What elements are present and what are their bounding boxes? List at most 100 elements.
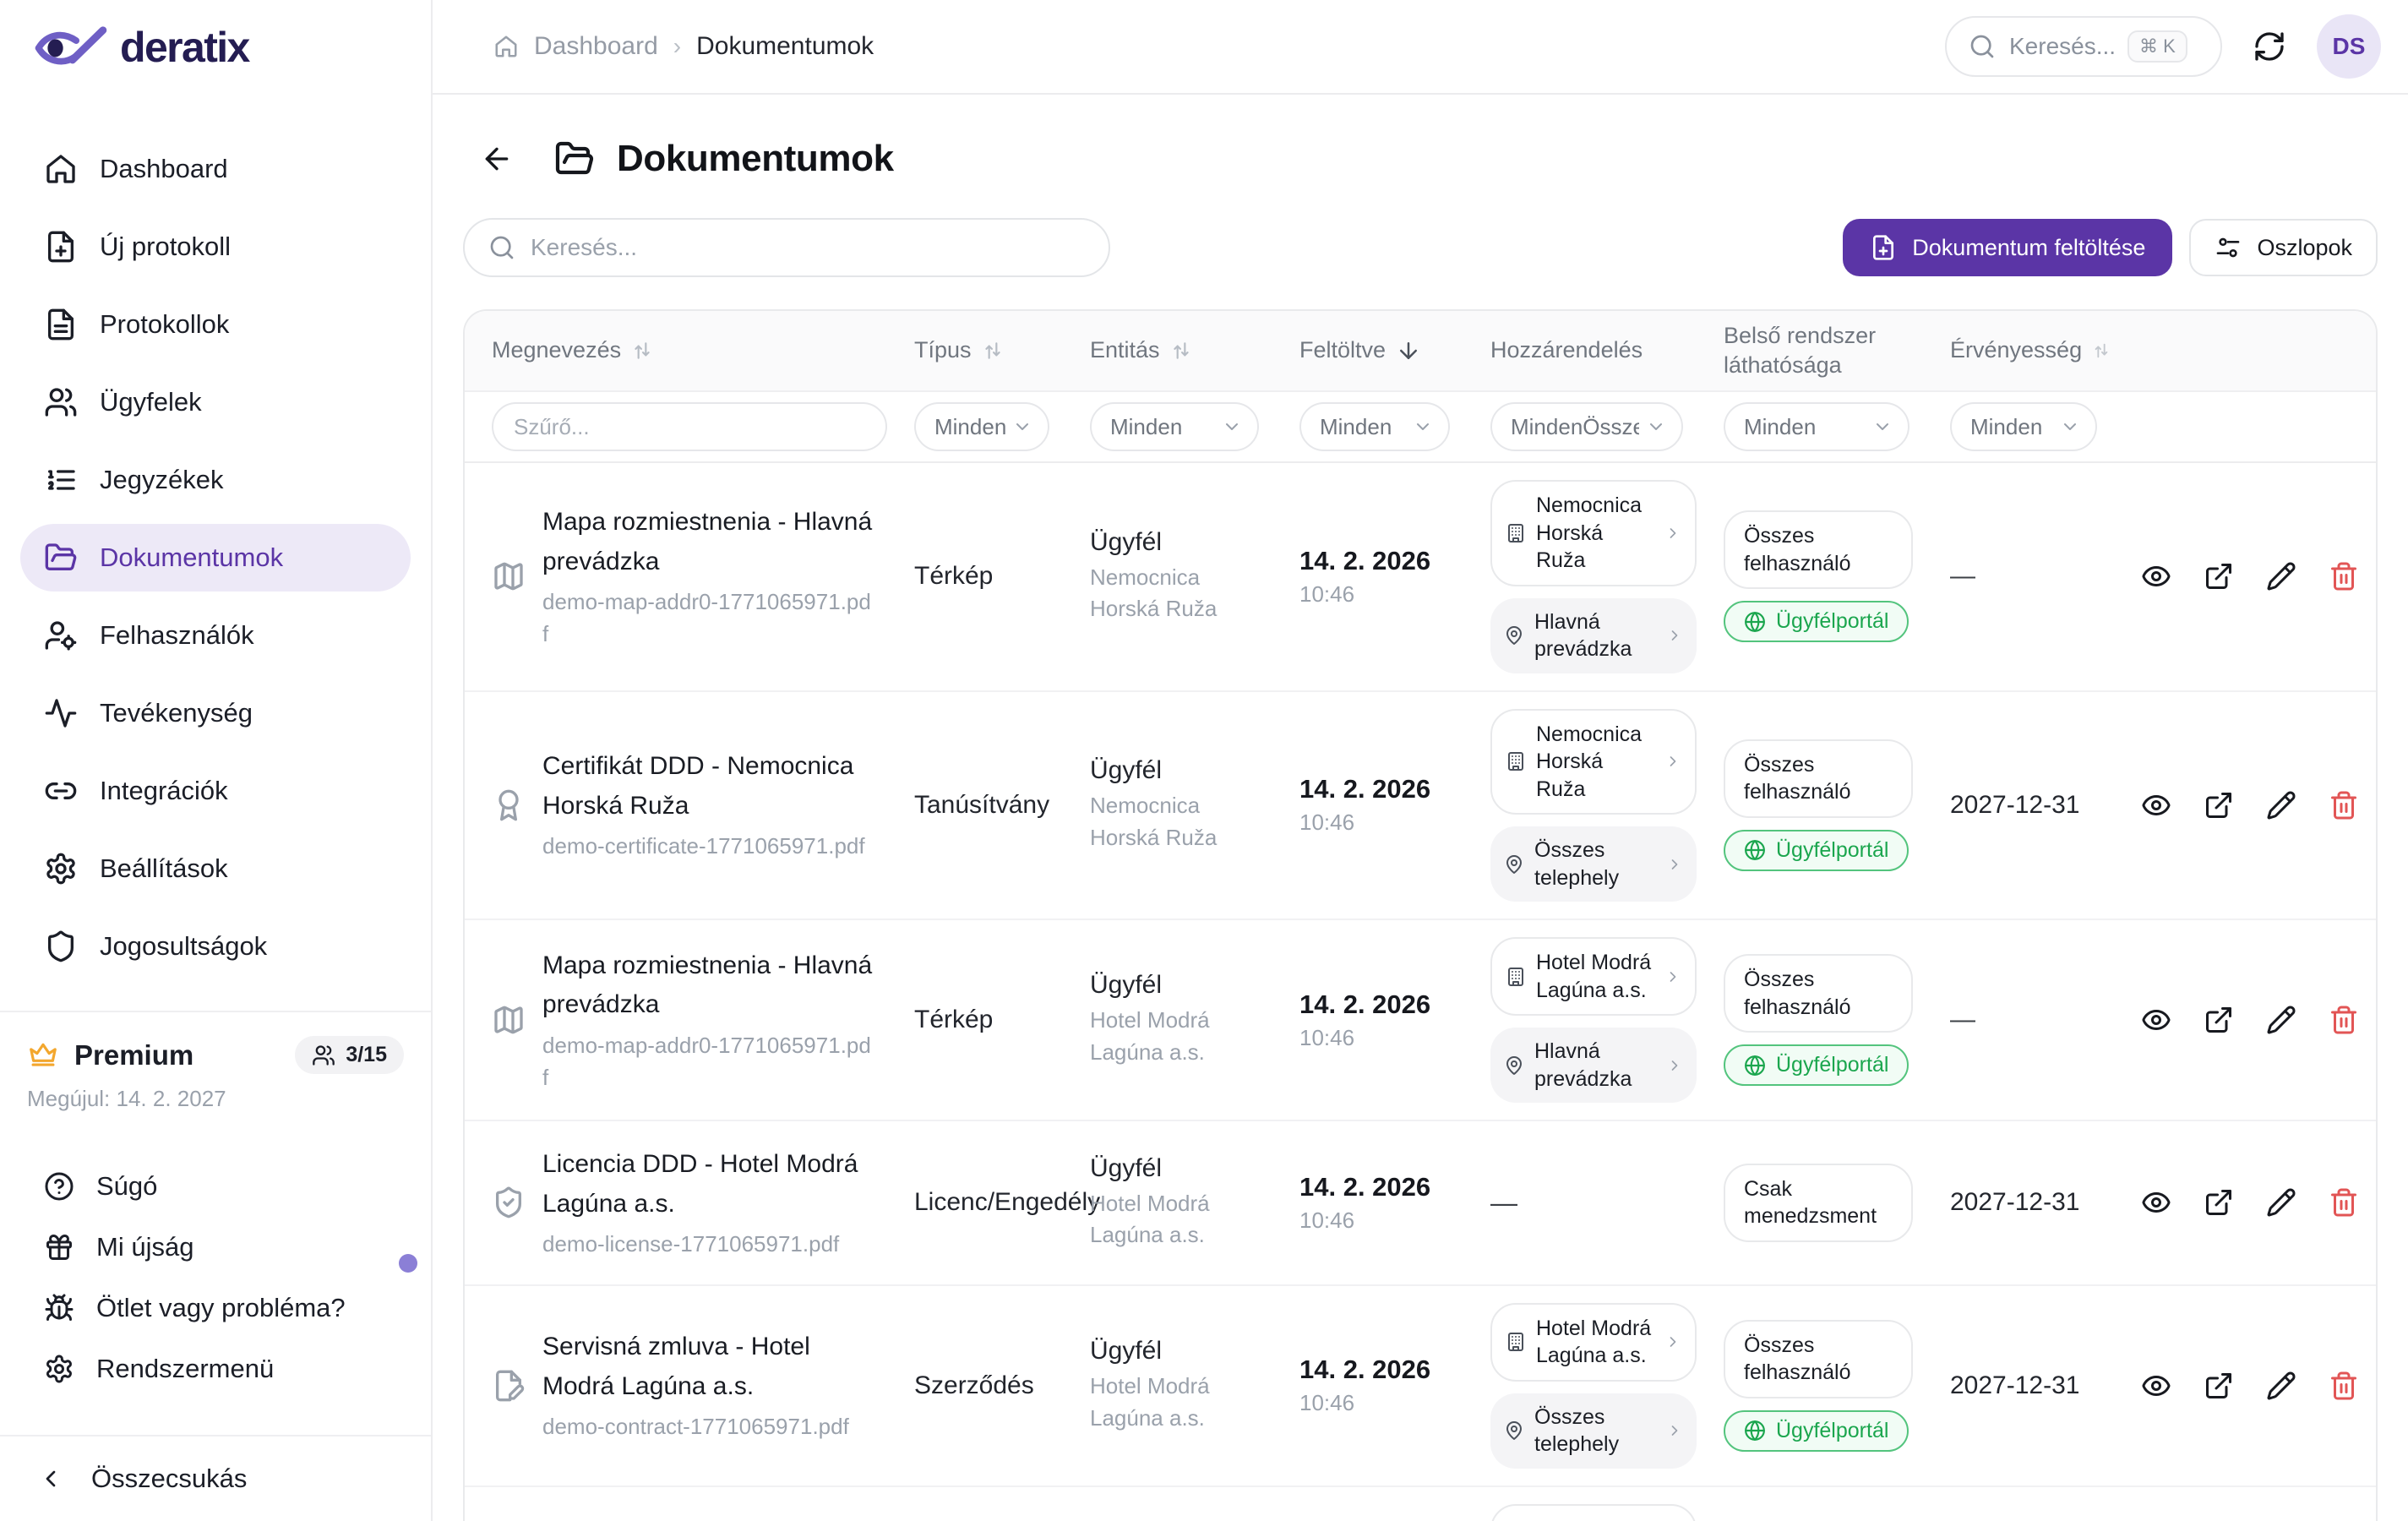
table-row[interactable]: Licencia DDD - Hotel Modrá Lagúna a.s. de… bbox=[465, 1121, 2376, 1286]
open-button[interactable] bbox=[2204, 1187, 2234, 1218]
sidebar-item-integraciok[interactable]: Integrációk bbox=[20, 757, 411, 825]
global-search[interactable]: ⌘ K bbox=[1945, 16, 2222, 77]
assignment-chip[interactable]: Nemocnica Horská Ruža bbox=[1490, 708, 1697, 815]
trash-icon bbox=[2329, 1187, 2359, 1218]
view-button[interactable] bbox=[2141, 790, 2171, 820]
breadcrumb-dashboard[interactable]: Dashboard bbox=[534, 32, 658, 60]
document-search-input[interactable] bbox=[531, 234, 1085, 261]
filter-cell-entitas: Minden bbox=[1066, 402, 1276, 451]
filter-select-ervenyesseg[interactable]: Minden bbox=[1950, 402, 2097, 451]
refresh-button[interactable] bbox=[2253, 30, 2286, 63]
filter-select-feltoltve[interactable]: Minden bbox=[1299, 402, 1450, 451]
document-search[interactable] bbox=[463, 218, 1110, 277]
view-button[interactable] bbox=[2141, 1005, 2171, 1035]
delete-button[interactable] bbox=[2329, 561, 2359, 592]
file-plus-icon bbox=[1870, 234, 1897, 261]
assignment-cell: Hotel Modrá Lagúna a.s. Összes telephely bbox=[1467, 1286, 1700, 1486]
delete-button[interactable] bbox=[2329, 790, 2359, 820]
avatar[interactable]: DS bbox=[2317, 14, 2381, 79]
sidebar-item-sugo[interactable]: Súgó bbox=[20, 1156, 411, 1217]
delete-button[interactable] bbox=[2329, 1005, 2359, 1035]
edit-button[interactable] bbox=[2266, 790, 2296, 820]
help-circle-icon bbox=[44, 1171, 74, 1202]
assignment-chip[interactable]: Összes telephely bbox=[1490, 826, 1697, 902]
assignment-chip[interactable]: Hlavná prevádzka bbox=[1490, 597, 1697, 673]
table-row[interactable]: Certifikát DDD - Reštaurácia Staré Mesto… bbox=[465, 1487, 2376, 1521]
view-button[interactable] bbox=[2141, 1187, 2171, 1218]
edit-button[interactable] bbox=[2266, 1005, 2296, 1035]
page-header: Dokumentumok bbox=[463, 122, 2378, 196]
column-header-tipus[interactable]: Típus bbox=[891, 335, 1066, 365]
assignment-chip[interactable]: Hotel Modrá Lagúna a.s. bbox=[1490, 1302, 1697, 1382]
open-button[interactable] bbox=[2204, 561, 2234, 592]
global-search-input[interactable] bbox=[2009, 33, 2114, 60]
columns-button[interactable]: Oszlopok bbox=[2189, 219, 2378, 276]
column-header-entitas[interactable]: Entitás bbox=[1066, 335, 1276, 365]
column-header-megnevezes[interactable]: Megnevezés bbox=[465, 335, 891, 365]
assignment-chip[interactable]: Gastro Perla s.r.o. bbox=[1490, 1503, 1697, 1521]
open-button[interactable] bbox=[2204, 790, 2234, 820]
table-row[interactable]: Certifikát DDD - Nemocnica Horská Ruža de… bbox=[465, 692, 2376, 920]
sidebar-item-label: Ötlet vagy probléma? bbox=[96, 1293, 346, 1322]
assignment-chip-label: Hotel Modrá Lagúna a.s. bbox=[1536, 951, 1652, 1002]
column-header-ervenyesseg[interactable]: Érvényesség bbox=[1926, 335, 2114, 365]
assignment-chip[interactable]: Összes telephely bbox=[1490, 1393, 1697, 1469]
filter-select-hozzarendeles[interactable]: MindenÖsszes t bbox=[1490, 402, 1683, 451]
external-link-icon bbox=[2204, 561, 2234, 592]
trash-icon bbox=[2329, 1005, 2359, 1035]
map-icon bbox=[492, 559, 526, 593]
sort-icon bbox=[631, 340, 653, 362]
assignment-chip[interactable]: Hotel Modrá Lagúna a.s. bbox=[1490, 937, 1697, 1016]
filter-select-tipus[interactable]: Minden bbox=[914, 402, 1049, 451]
view-button[interactable] bbox=[2141, 1371, 2171, 1401]
edit-button[interactable] bbox=[2266, 561, 2296, 592]
pencil-icon bbox=[2266, 561, 2296, 592]
sidebar-item-jegyzekek[interactable]: Jegyzékek bbox=[20, 446, 411, 514]
sidebar-item-rendszermenu[interactable]: Rendszermenü bbox=[20, 1338, 411, 1399]
building-icon bbox=[1506, 1332, 1526, 1352]
assignment-chip[interactable]: Hlavná prevádzka bbox=[1490, 1028, 1697, 1103]
doc-type: Térkép bbox=[914, 562, 994, 591]
filter-text-input[interactable] bbox=[514, 413, 865, 440]
doc-text: Mapa rozmiestnenia - Hlavná prevádzka dem… bbox=[542, 503, 877, 650]
brand-logo[interactable]: deratix bbox=[0, 0, 431, 95]
sidebar-item-beallitasok[interactable]: Beállítások bbox=[20, 835, 411, 902]
filter-input[interactable] bbox=[492, 402, 887, 451]
back-button[interactable] bbox=[480, 142, 514, 176]
sidebar-item-tevekenyseg[interactable]: Tevékenység bbox=[20, 679, 411, 747]
assignment-chip[interactable]: Nemocnica Horská Ruža bbox=[1490, 480, 1697, 586]
sidebar-item-ugyfelek[interactable]: Ügyfelek bbox=[20, 368, 411, 436]
sidebar-item-uj-protokoll[interactable]: Új protokoll bbox=[20, 213, 411, 281]
filter-cell-tipus: Minden bbox=[891, 402, 1066, 451]
filter-select-belso-rendszer[interactable]: Minden bbox=[1724, 402, 1910, 451]
chevron-right-icon bbox=[1664, 525, 1681, 542]
table-row[interactable]: Mapa rozmiestnenia - Hlavná prevádzka dem… bbox=[465, 463, 2376, 692]
delete-button[interactable] bbox=[2329, 1187, 2359, 1218]
open-button[interactable] bbox=[2204, 1005, 2234, 1035]
column-header-feltoltve[interactable]: Feltöltve bbox=[1276, 335, 1467, 365]
table-row[interactable]: Servisná zmluva - Hotel Modrá Lagúna a.s… bbox=[465, 1286, 2376, 1487]
edit-button[interactable] bbox=[2266, 1187, 2296, 1218]
sidebar-item-jogosultsagok[interactable]: Jogosultságok bbox=[20, 913, 411, 980]
edit-button[interactable] bbox=[2266, 1371, 2296, 1401]
table-row[interactable]: Mapa rozmiestnenia - Hlavná prevádzka dem… bbox=[465, 920, 2376, 1121]
sidebar-item-felhasznalok[interactable]: Felhasználók bbox=[20, 602, 411, 669]
sort-icon bbox=[1170, 340, 1192, 362]
view-button[interactable] bbox=[2141, 561, 2171, 592]
search-icon bbox=[1969, 33, 1996, 60]
entity-name: Hotel Modrá Lagúna a.s. bbox=[1090, 1190, 1210, 1248]
sidebar-item-dokumentumok[interactable]: Dokumentumok bbox=[20, 524, 411, 592]
doc-title: Licencia DDD - Hotel Modrá Lagúna a.s. bbox=[542, 1150, 858, 1218]
delete-button[interactable] bbox=[2329, 1371, 2359, 1401]
open-button[interactable] bbox=[2204, 1371, 2234, 1401]
sidebar-item-mi-ujsag[interactable]: Mi újság bbox=[20, 1217, 417, 1278]
collapse-button[interactable]: Összecsukás bbox=[0, 1436, 431, 1521]
sidebar-item-otlet-vagy-problema[interactable]: Ötlet vagy probléma? bbox=[20, 1278, 411, 1338]
sidebar-item-dashboard[interactable]: Dashboard bbox=[20, 135, 411, 203]
sidebar-item-protokollok[interactable]: Protokollok bbox=[20, 291, 411, 358]
upload-document-button[interactable]: Dokumentum feltöltése bbox=[1843, 219, 2173, 276]
filter-select-entitas[interactable]: Minden bbox=[1090, 402, 1259, 451]
